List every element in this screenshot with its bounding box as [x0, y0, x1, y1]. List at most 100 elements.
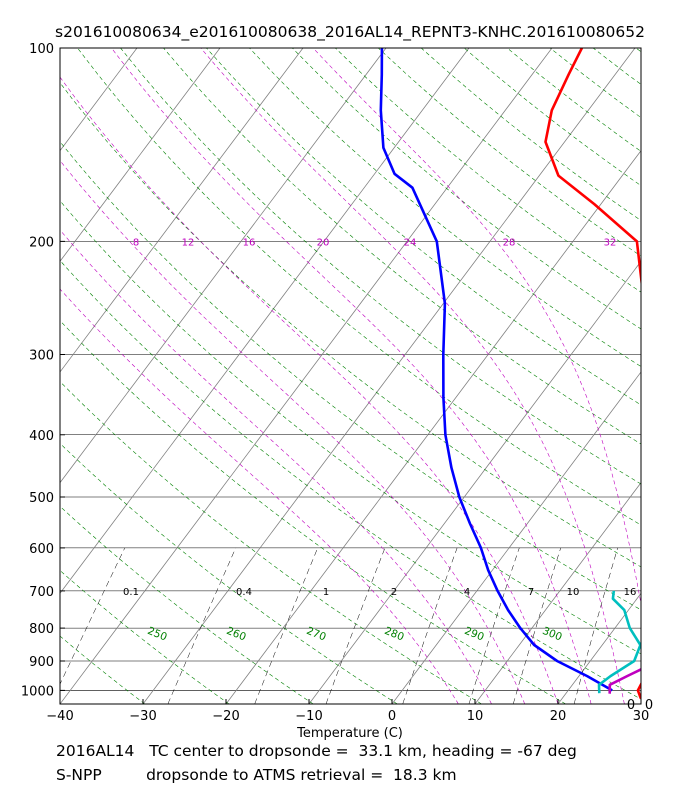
x-tick-label: 0: [388, 709, 396, 724]
moist-adiabat-line: [312, 48, 641, 606]
moist-adiabat-line: [60, 160, 526, 704]
dry-adiabat-label: 290: [463, 625, 486, 644]
dry-adiabat-line: [592, 48, 641, 85]
isotherm-line: [557, 592, 641, 704]
dry-adiabat-label: 250: [146, 625, 169, 644]
mixing-ratio-line: [512, 547, 561, 704]
moist-adiabat-line: [60, 288, 459, 704]
dry-adiabat-label: 300: [541, 625, 564, 644]
x-tick-label: 10: [467, 709, 484, 724]
x-tick-label: −10: [295, 709, 322, 724]
dry-adiabat-line: [60, 141, 641, 611]
x-axis-label: Temperature (C): [296, 726, 403, 741]
mixing-ratio-label: 1: [323, 587, 329, 598]
caption-line-1: 2016AL14 TC center to dropsonde = 33.1 k…: [56, 742, 577, 760]
mixing-ratio-line: [402, 547, 458, 704]
corner-label: 0: [645, 698, 653, 713]
dry-adiabat-line: [60, 442, 398, 704]
dry-adiabat-line: [60, 82, 641, 568]
dry-adiabat-line: [120, 48, 641, 485]
isotherm-line: [308, 260, 641, 704]
profile-line-2: [379, 48, 613, 692]
dry-adiabat-line: [60, 570, 230, 704]
moist-adiabat-line: [60, 76, 559, 704]
x-tick-label: 20: [550, 709, 567, 724]
x-tick-label: −20: [212, 709, 239, 724]
isotherm-line: [0, 48, 54, 704]
profile-line-3: [597, 590, 641, 694]
y-tick-label: 400: [29, 429, 54, 444]
dry-adiabat-line: [464, 48, 641, 187]
y-tick-label: 200: [29, 235, 54, 250]
isotherm-line: [60, 48, 138, 152]
moist-adiabat-label: 28: [503, 237, 516, 248]
dry-adiabat-line: [421, 48, 641, 221]
isotherm-line: [640, 703, 641, 704]
isotherm-line: [60, 48, 553, 704]
mixing-ratio-line: [468, 547, 520, 704]
series-layer: [379, 48, 641, 700]
mixing-ratio-line: [254, 547, 318, 704]
moist-adiabat-label: 12: [182, 237, 195, 248]
dry-adiabat-line: [335, 48, 641, 293]
dry-adiabat-line: [549, 48, 641, 118]
moist-adiabat-label: 16: [243, 237, 256, 248]
dry-adiabat-line: [60, 260, 641, 700]
y-tick-label: 100: [29, 42, 54, 57]
dry-adiabat-line: [292, 48, 641, 330]
y-tick-label: 300: [29, 348, 54, 363]
caption-line-2: S-NPP dropsonde to ATMS retrieval = 18.3…: [56, 766, 457, 784]
y-tick-label: 500: [29, 491, 54, 506]
mixing-ratio-line: [325, 547, 386, 704]
mixing-ratio-label: 16: [624, 587, 637, 598]
y-tick-label: 700: [29, 585, 54, 600]
isotherm-line: [60, 48, 387, 484]
dry-adiabat-line: [249, 48, 641, 367]
dry-adiabat-line: [635, 48, 641, 53]
x-tick-label: −40: [46, 709, 73, 724]
dry-adiabat-line: [60, 381, 482, 704]
profile-line-1: [544, 48, 641, 700]
x-tick-label: 30: [633, 709, 650, 724]
mixing-ratio-label: 4: [464, 587, 470, 598]
x-tick-label: −30: [129, 709, 156, 724]
dry-adiabat-label: 270: [305, 625, 328, 644]
y-tick-label: 900: [29, 655, 54, 670]
isotherm-line: [142, 48, 636, 704]
mixing-ratio-line: [60, 547, 126, 685]
dry-adiabat-line: [60, 635, 145, 704]
corner-label: 0: [627, 698, 635, 713]
dry-adiabat-label: 280: [383, 625, 406, 644]
moist-adiabat-line: [60, 229, 492, 704]
dry-adiabat-line: [60, 200, 641, 655]
isotherm-line: [474, 481, 641, 704]
mixing-ratio-line: [167, 547, 237, 704]
isotherm-line: [391, 371, 641, 704]
moist-adiabat-label: 20: [317, 237, 330, 248]
dry-adiabat-line: [60, 320, 566, 704]
dry-adiabat-line: [679, 48, 700, 704]
isotherm-line: [60, 48, 470, 594]
mixing-ratio-label: 0.1: [123, 587, 139, 598]
dry-adiabat-line: [60, 505, 314, 704]
plot-frame: [59, 47, 642, 705]
mixing-ratio-label: 0.4: [236, 587, 252, 598]
moist-adiabat-label: 24: [404, 237, 417, 248]
moist-adiabat-label: 8: [133, 237, 139, 248]
mixing-ratio-label: 7: [528, 587, 534, 598]
profile-line-4: [608, 667, 641, 694]
moist-adiabat-label: 32: [604, 237, 617, 248]
y-tick-label: 1000: [21, 684, 54, 699]
dry-adiabat-label: 260: [225, 625, 248, 644]
mixing-ratio-label: 2: [391, 587, 397, 598]
chart-title: s201610080634_e201610080638_2016AL14_REP…: [55, 23, 645, 42]
isotherm-line: [60, 48, 221, 262]
dry-adiabat-line: [206, 48, 641, 406]
grid-layer: [0, 48, 700, 704]
mixing-ratio-label: 10: [567, 587, 580, 598]
y-tick-label: 800: [29, 622, 54, 637]
isotherm-line: [225, 149, 641, 704]
mixing-ratio-line: [573, 547, 618, 704]
